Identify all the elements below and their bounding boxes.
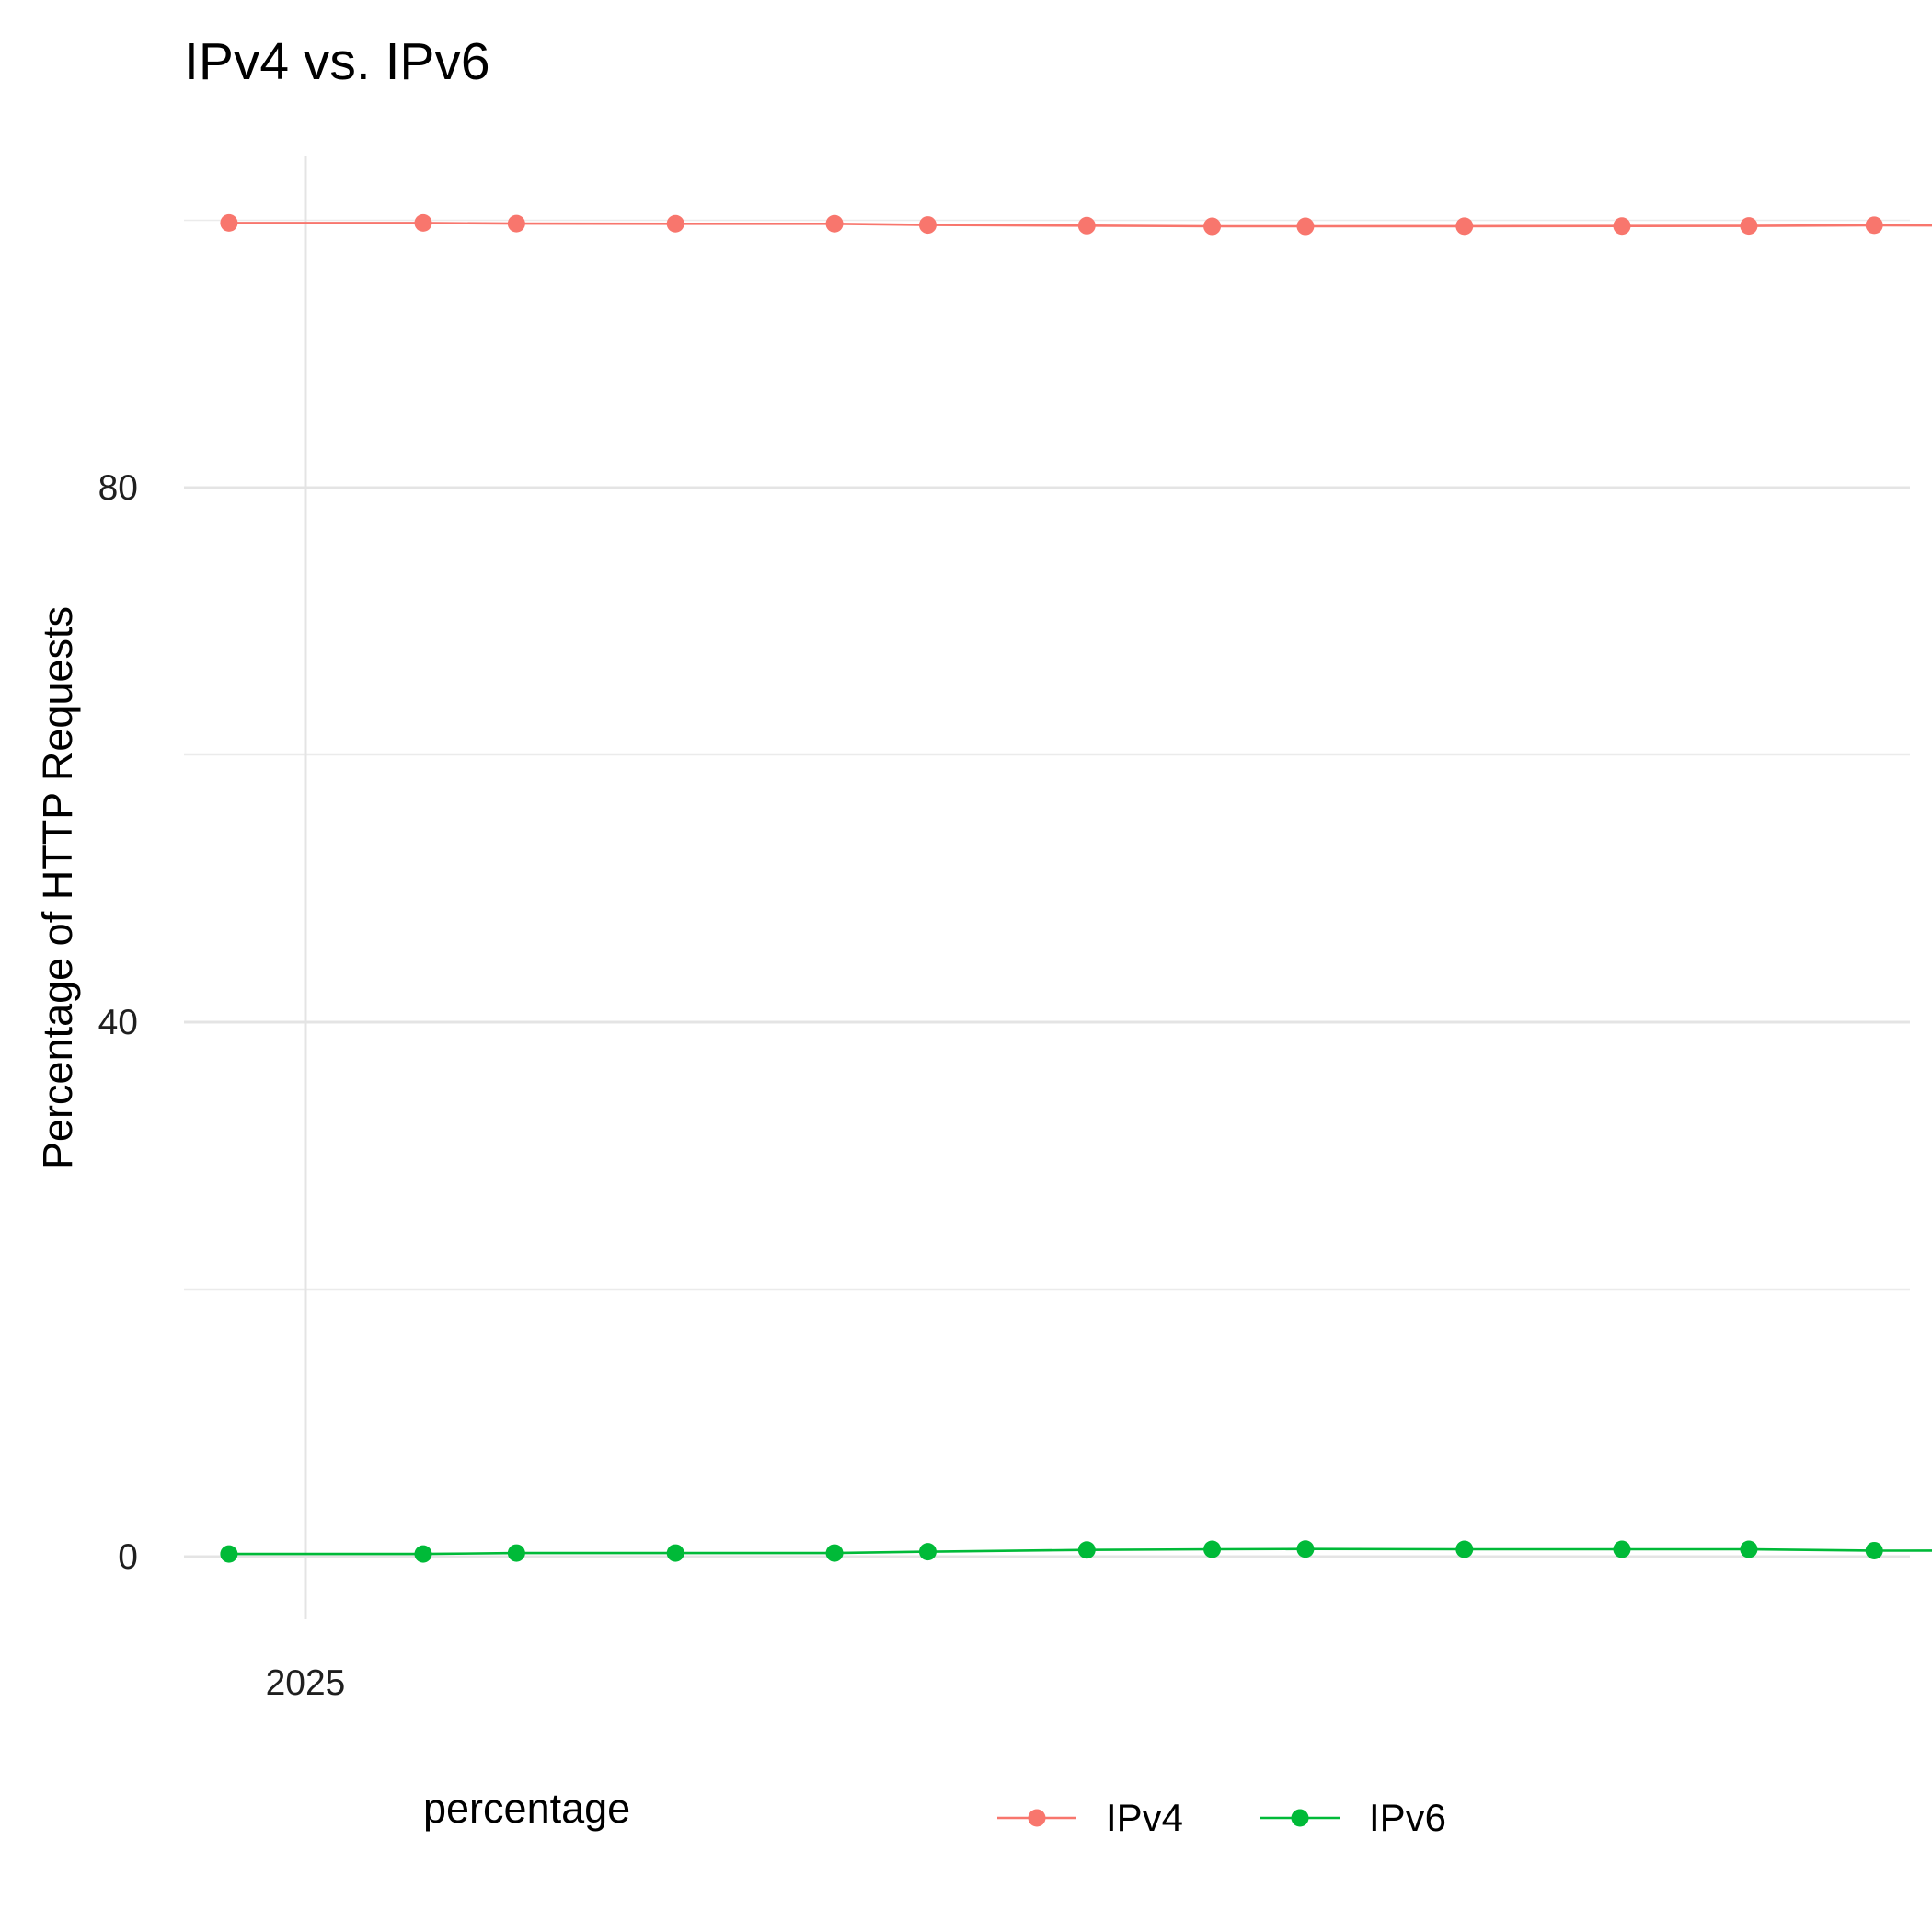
data-point-ipv4 <box>1613 217 1631 236</box>
series-line-ipv4 <box>228 222 1932 228</box>
data-point-ipv6 <box>220 1545 238 1563</box>
legend-label: IPv4 <box>1106 1796 1183 1839</box>
data-series <box>220 213 1932 1563</box>
data-point-ipv6 <box>1203 1540 1222 1558</box>
chart-title: IPv4 vs. IPv6 <box>184 32 490 91</box>
grid-lines <box>184 156 1910 1619</box>
legend-label: IPv6 <box>1369 1796 1446 1839</box>
x-axis-ticks: 2025 <box>266 1663 346 1703</box>
data-point-ipv6 <box>666 1544 684 1562</box>
data-point-ipv4 <box>918 216 937 235</box>
data-point-ipv4 <box>1865 216 1883 235</box>
y-tick-label: 0 <box>118 1537 138 1577</box>
legend-key-point <box>1028 1809 1046 1827</box>
data-point-ipv4 <box>825 214 844 233</box>
data-point-ipv4 <box>666 214 684 233</box>
series-line-ipv6 <box>228 1547 1932 1556</box>
data-point-ipv6 <box>1613 1540 1631 1558</box>
y-tick-label: 80 <box>98 468 138 508</box>
y-tick-label: 40 <box>98 1003 138 1042</box>
data-point-ipv4 <box>1296 217 1315 236</box>
data-point-ipv6 <box>414 1545 432 1563</box>
data-point-ipv6 <box>918 1543 937 1561</box>
series-ipv4 <box>220 213 1932 236</box>
legend-item-ipv4: IPv4 <box>997 1796 1183 1839</box>
x-tick-label: 2025 <box>266 1663 346 1703</box>
legend-key-point <box>1291 1809 1309 1827</box>
data-point-ipv6 <box>1740 1540 1758 1558</box>
data-point-ipv6 <box>1865 1541 1883 1559</box>
legend-title: percentage <box>423 1785 630 1832</box>
data-point-ipv4 <box>1740 217 1758 236</box>
y-axis-title: Percentage of HTTP Requests <box>34 606 81 1169</box>
data-point-ipv4 <box>1077 216 1096 235</box>
data-point-ipv6 <box>825 1544 844 1562</box>
data-point-ipv4 <box>414 213 432 232</box>
data-point-ipv4 <box>220 213 238 232</box>
data-point-ipv6 <box>507 1544 525 1562</box>
data-point-ipv6 <box>1296 1540 1315 1558</box>
data-point-ipv4 <box>1455 217 1474 236</box>
y-axis-ticks: 0 40 80 <box>98 468 138 1577</box>
data-point-ipv6 <box>1077 1541 1096 1559</box>
series-ipv6 <box>220 1540 1932 1563</box>
legend: percentage IPv4 IPv6 <box>423 1785 1446 1839</box>
data-point-ipv6 <box>1455 1540 1474 1558</box>
legend-item-ipv6: IPv6 <box>1260 1796 1446 1839</box>
data-point-ipv4 <box>1203 217 1222 236</box>
data-point-ipv4 <box>507 214 525 233</box>
